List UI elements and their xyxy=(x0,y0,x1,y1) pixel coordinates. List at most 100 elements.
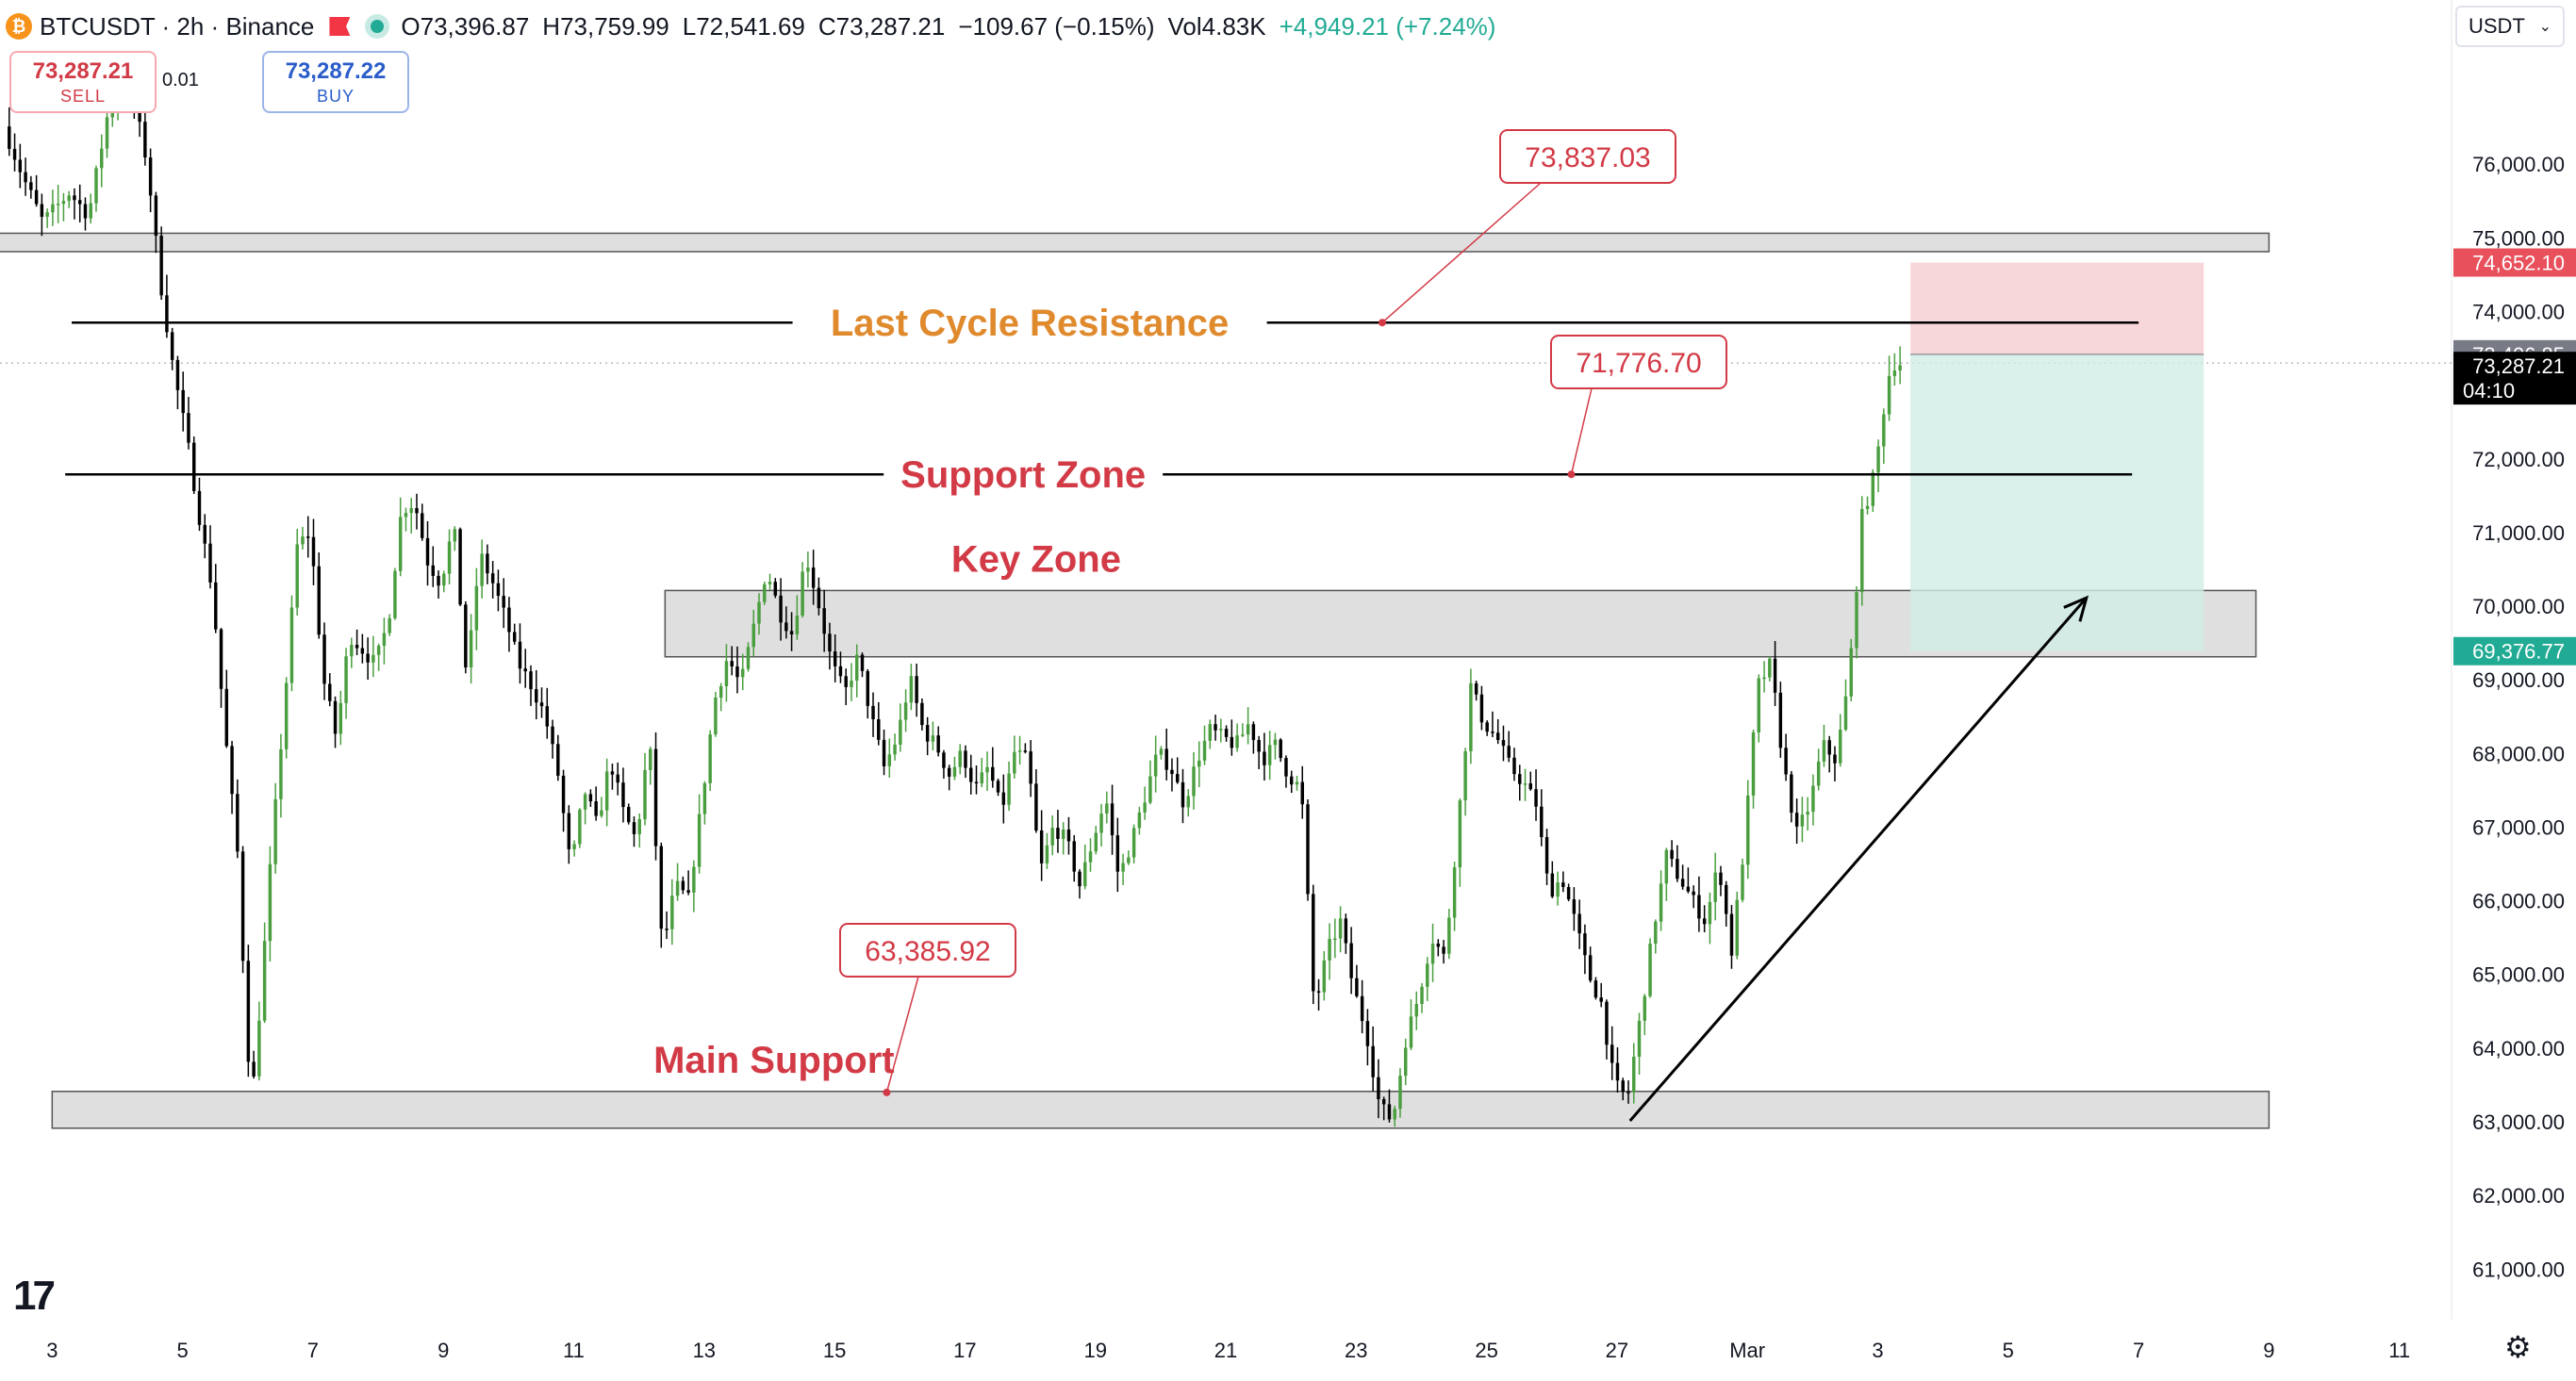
candle-body xyxy=(350,645,354,657)
candle-body xyxy=(952,766,957,777)
candle-body xyxy=(1572,899,1577,914)
candle-body xyxy=(1316,991,1321,993)
candle-body xyxy=(833,651,837,666)
currency-label: USDT xyxy=(2469,14,2525,38)
candle-body xyxy=(1393,1109,1396,1120)
candle-body xyxy=(219,629,223,689)
candle-body xyxy=(1246,724,1250,735)
spread-value: 0.01 xyxy=(162,70,199,90)
candle-body xyxy=(887,754,892,766)
candle-body xyxy=(1583,933,1587,956)
time-axis[interactable] xyxy=(0,1320,2576,1376)
candle-body xyxy=(1887,375,1891,415)
price-label-text: 74,652.10 xyxy=(2472,252,2565,275)
zone-rect[interactable] xyxy=(0,232,2271,253)
candle-body xyxy=(1599,997,1603,1002)
candle-body xyxy=(1849,648,1853,697)
candle-body xyxy=(893,744,897,755)
candle-body xyxy=(1713,872,1717,902)
candle-body xyxy=(464,604,468,667)
candle-body xyxy=(1430,944,1435,964)
x-tick-label: 9 xyxy=(438,1339,449,1362)
candle-body xyxy=(311,536,316,567)
stop-loss-box[interactable] xyxy=(1910,262,2204,354)
candle-body xyxy=(637,819,641,834)
candle-body xyxy=(1556,882,1560,897)
candle-body xyxy=(1083,862,1087,887)
candle-body xyxy=(572,844,576,849)
candle-body xyxy=(1822,740,1826,762)
price-axis[interactable] xyxy=(2452,0,2576,1376)
candle-body xyxy=(1115,835,1120,872)
symbol-info[interactable]: ₿ BTCUSDT · 2h · Binance xyxy=(6,12,314,41)
candle-body xyxy=(40,204,44,217)
price-label-target[interactable] xyxy=(2453,636,2576,666)
candle-body xyxy=(1066,829,1071,842)
candle-body xyxy=(1833,754,1837,764)
callout-box[interactable] xyxy=(839,923,1016,978)
candle-body xyxy=(1686,886,1691,892)
currency-select[interactable]: USDT ⌄ xyxy=(2455,6,2565,47)
flag-icon[interactable] xyxy=(329,17,351,36)
candle-body xyxy=(1495,732,1500,741)
candle-body xyxy=(730,661,734,666)
candle-body xyxy=(12,148,17,160)
candle-body xyxy=(670,896,674,929)
candle-body xyxy=(882,739,886,766)
candle-body xyxy=(1697,895,1701,919)
trendline[interactable] xyxy=(1628,597,2088,1123)
candle-body xyxy=(588,794,593,802)
x-tick-label: 17 xyxy=(953,1339,976,1362)
candle-body xyxy=(529,671,533,690)
candle-body xyxy=(1664,849,1669,884)
candle-body xyxy=(1267,745,1272,765)
callout-box[interactable] xyxy=(1550,335,1727,389)
candle-body xyxy=(45,212,49,217)
resistance-label: Last Cycle Resistance xyxy=(831,303,1229,344)
candle-body xyxy=(1289,776,1294,785)
zone-rect[interactable] xyxy=(51,1091,2271,1129)
candle-body xyxy=(1241,734,1245,736)
candle-body xyxy=(1061,829,1065,839)
candle-body xyxy=(1816,761,1821,786)
candle-body xyxy=(295,544,299,608)
candle-body xyxy=(1593,980,1598,998)
candle-body xyxy=(224,688,229,747)
candle-body xyxy=(942,752,946,768)
callout-box[interactable] xyxy=(1499,129,1676,184)
candle-body xyxy=(388,617,391,633)
candle-body xyxy=(1768,658,1772,678)
candle-body xyxy=(1790,774,1793,814)
candle-body xyxy=(273,798,277,864)
candle-body xyxy=(561,775,566,814)
price-label-stop[interactable] xyxy=(2453,248,2576,277)
candle-body xyxy=(1898,365,1902,371)
candle-body xyxy=(1377,1077,1380,1100)
low-value: L72,541.69 xyxy=(682,11,805,41)
gear-icon[interactable]: ⚙ xyxy=(2504,1330,2532,1364)
candle-body xyxy=(382,633,387,646)
candle-body xyxy=(486,553,489,574)
market-open-icon xyxy=(371,20,385,33)
y-tick-label: 76,000.00 xyxy=(2472,153,2565,176)
candle-body xyxy=(899,719,902,745)
symbol-label[interactable]: BTCUSDT · 2h · Binance xyxy=(40,11,315,41)
candle-body xyxy=(1463,750,1467,801)
candle-body xyxy=(763,584,767,602)
candle-body xyxy=(980,772,983,784)
candle-body xyxy=(1512,757,1516,775)
candle-body xyxy=(855,654,859,682)
candle-body xyxy=(964,750,967,768)
candle-body xyxy=(1186,796,1190,808)
price-label-last[interactable] xyxy=(2453,352,2576,405)
volume-value: Vol4.83K xyxy=(1167,11,1266,41)
candle-body xyxy=(1654,921,1658,945)
tradingview-logo-icon[interactable]: 17 xyxy=(13,1273,56,1319)
buy-button[interactable]: 73,287.22 BUY xyxy=(262,51,409,113)
take-profit-box[interactable] xyxy=(1910,353,2204,651)
sell-button[interactable]: 73,287.21 SELL xyxy=(9,51,157,113)
candle-body xyxy=(1507,746,1511,758)
candle-body xyxy=(915,676,918,703)
